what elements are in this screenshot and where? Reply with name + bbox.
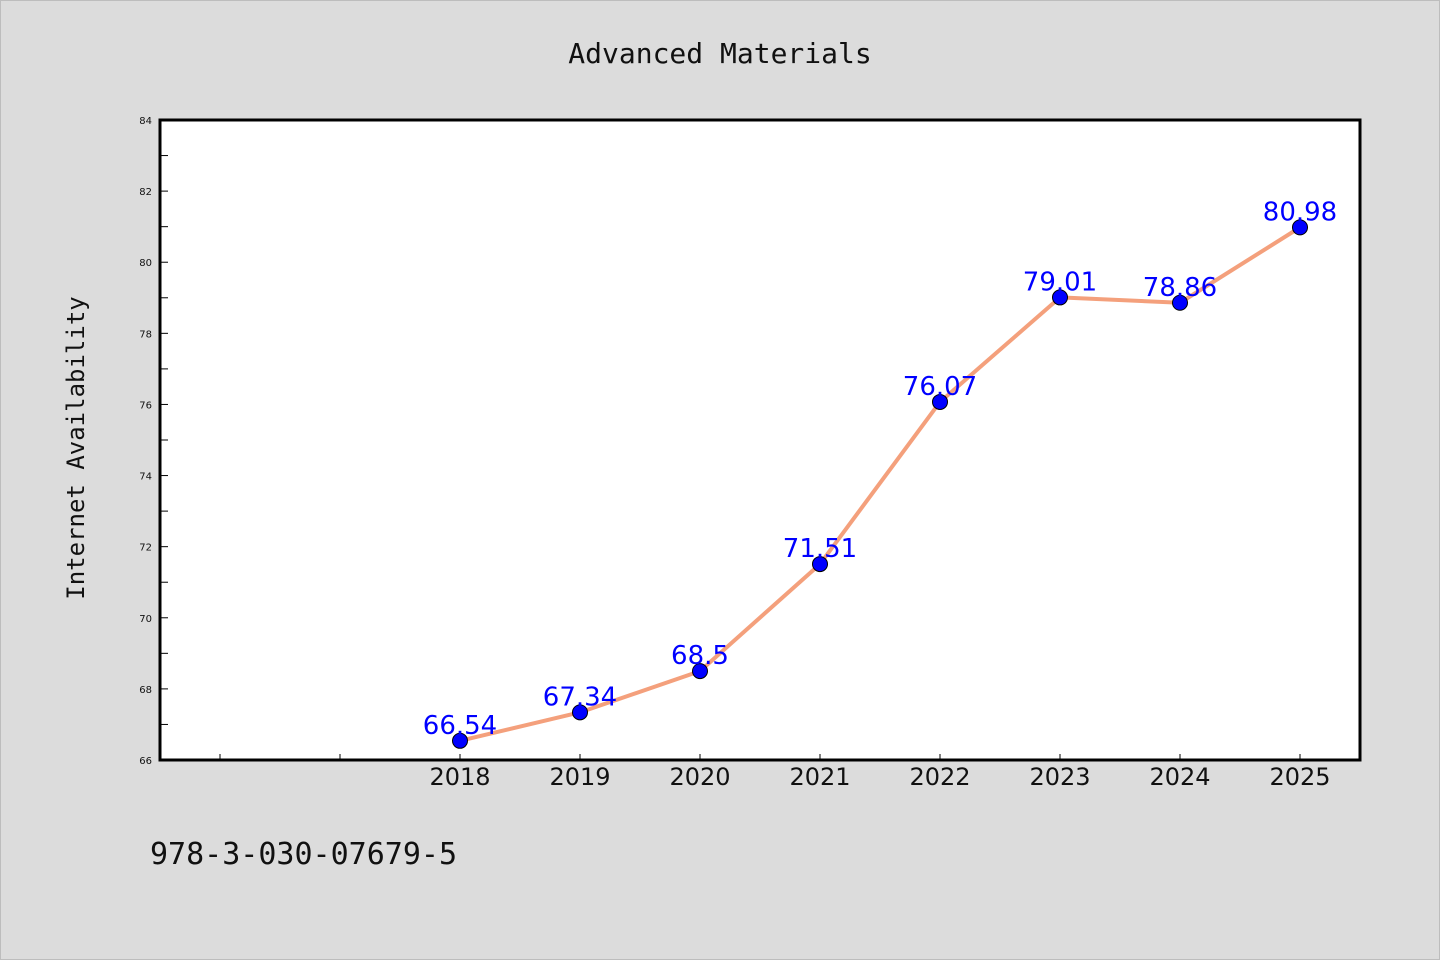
data-label: 66.54 — [423, 711, 497, 741]
x-tick-label: 2018 — [429, 763, 490, 791]
y-tick-label: 68 — [139, 685, 152, 696]
x-tick-label: 2025 — [1269, 763, 1330, 791]
series-line-group — [452, 219, 1308, 749]
x-tick-label: 2022 — [909, 763, 970, 791]
data-label: 68.5 — [671, 641, 729, 671]
x-axis: 2018 2019 2020 2021 2022 2023 2024 2025 — [219, 754, 1331, 791]
data-label: 78.86 — [1143, 273, 1217, 303]
data-point — [812, 556, 828, 573]
y-tick-label: 84 — [139, 116, 152, 127]
series-line — [458, 225, 1302, 743]
y-tick-label: 78 — [139, 329, 152, 340]
plot-frame — [158, 118, 1362, 762]
y-tick-label: 80 — [139, 258, 152, 269]
x-tick-label: 2019 — [549, 763, 610, 791]
y-tick-label: 72 — [139, 543, 152, 554]
data-label: 76.07 — [903, 372, 977, 402]
y-axis-label: Internet Availability — [62, 296, 90, 599]
data-label: 71.51 — [783, 534, 857, 564]
data-point — [1172, 294, 1188, 311]
plot-area — [160, 120, 1360, 760]
data-point — [1052, 289, 1068, 306]
x-tick-label: 2023 — [1029, 763, 1090, 791]
y-tick-label: 76 — [139, 400, 152, 411]
y-tick-label: 66 — [139, 756, 152, 767]
y-axis: 66 68 70 72 74 76 78 80 82 84 — [139, 116, 168, 767]
x-tick-label: 2021 — [789, 763, 850, 791]
data-point — [572, 704, 588, 721]
data-point — [932, 393, 948, 410]
data-label: 80.98 — [1263, 197, 1337, 227]
y-tick-label: 74 — [139, 472, 152, 483]
data-label: 79.01 — [1023, 267, 1097, 297]
y-tick-label: 82 — [139, 187, 152, 198]
data-point — [452, 732, 468, 749]
data-point — [1292, 219, 1308, 236]
y-tick-label: 70 — [139, 614, 152, 625]
chart-title: Advanced Materials — [568, 37, 871, 70]
data-point — [692, 663, 708, 680]
data-labels: 66.54 67.34 68.5 71.51 76.07 79.01 78.86 80.98 — [423, 197, 1337, 740]
x-tick-label: 2020 — [669, 763, 730, 791]
footer-isbn: 978-3-030-07679-5 — [150, 837, 457, 872]
x-tick-label: 2024 — [1149, 763, 1210, 791]
data-label: 67.34 — [543, 682, 617, 712]
